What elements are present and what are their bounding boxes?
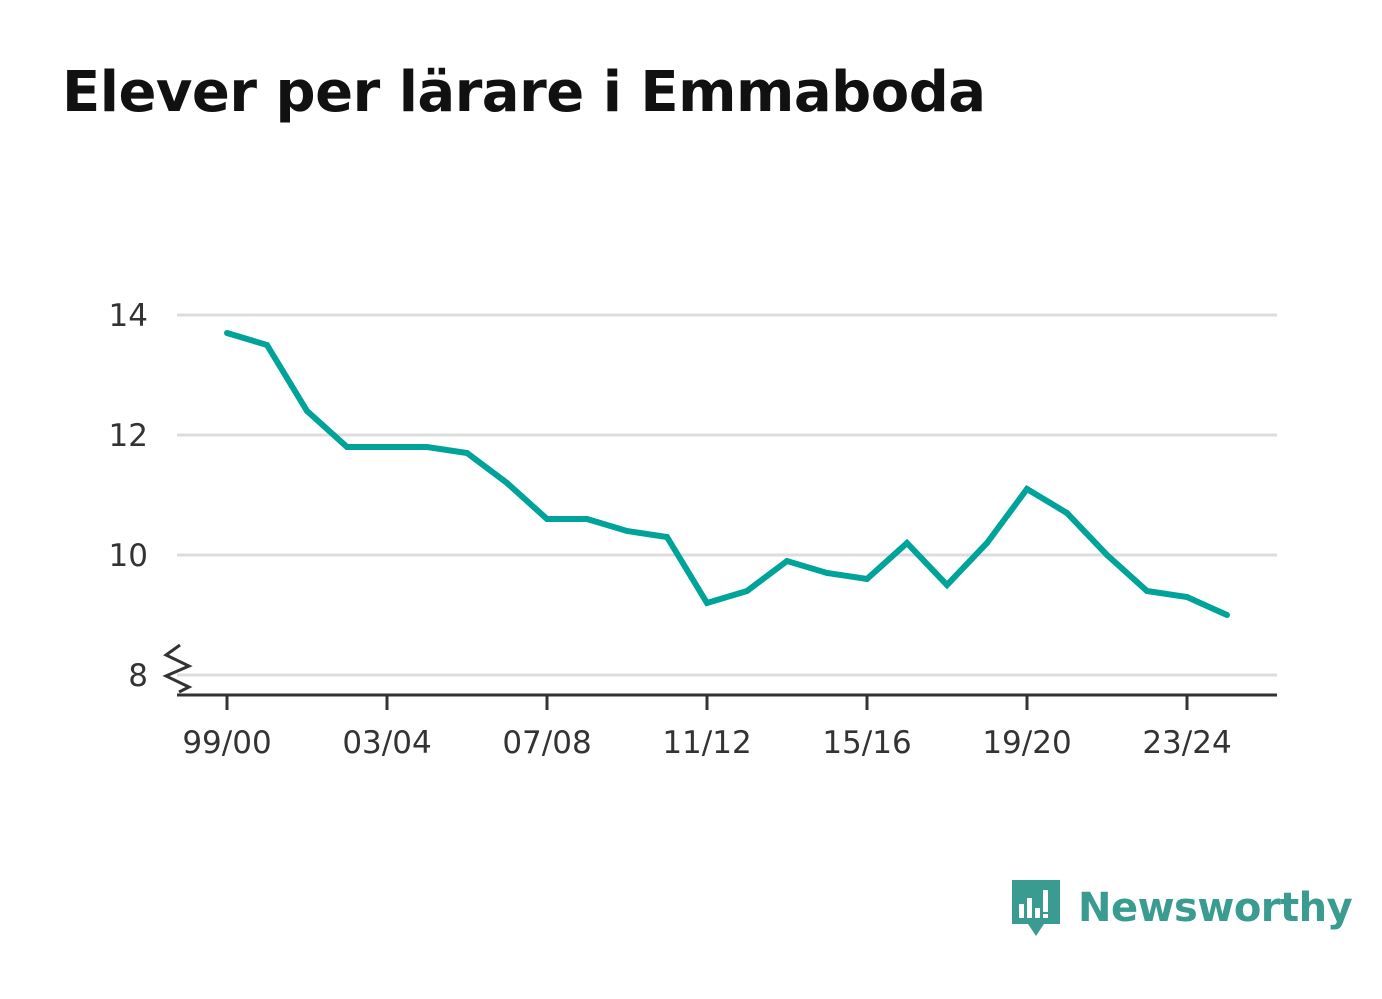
data-point <box>784 558 790 564</box>
data-point <box>584 516 590 522</box>
y-tick-label: 12 <box>109 418 148 454</box>
data-point <box>1144 588 1150 594</box>
data-point <box>984 540 990 546</box>
x-axis-labels: 99/00 03/04 07/08 11/12 15/16 19/20 23/24 <box>182 725 1231 761</box>
data-point <box>464 450 470 456</box>
data-point <box>704 600 710 606</box>
x-axis <box>162 643 1277 710</box>
series-line <box>226 330 1229 618</box>
y-tick-label: 8 <box>128 658 148 694</box>
gridlines <box>177 313 1277 677</box>
y-tick-label: 10 <box>109 538 148 574</box>
data-point <box>504 480 510 486</box>
y-tick-label: 14 <box>109 298 148 334</box>
data-point <box>904 540 910 546</box>
x-tick-label: 03/04 <box>342 725 431 761</box>
data-point <box>824 570 830 576</box>
brand-name: Newsworthy <box>1078 885 1353 931</box>
data-point <box>304 408 310 414</box>
data-point <box>1104 552 1110 558</box>
data-point <box>664 534 670 540</box>
x-tick-label: 15/16 <box>822 725 911 761</box>
data-point <box>264 342 270 348</box>
x-tick-label: 99/00 <box>182 725 271 761</box>
data-point <box>864 576 870 582</box>
x-tick-label: 23/24 <box>1142 725 1231 761</box>
data-point <box>744 588 750 594</box>
x-tick-label: 11/12 <box>662 725 751 761</box>
data-point <box>344 444 350 450</box>
data-point <box>624 528 630 534</box>
newsworthy-logo: Newsworthy <box>1010 878 1353 938</box>
data-point <box>384 444 390 450</box>
data-point <box>544 516 550 522</box>
data-point <box>1184 594 1190 600</box>
x-tick-label: 07/08 <box>502 725 591 761</box>
y-axis-break-icon <box>162 643 193 694</box>
data-point <box>424 444 430 450</box>
newsworthy-chart-bubble-icon <box>1012 880 1060 936</box>
y-axis-labels: 8 10 12 14 <box>109 298 148 694</box>
data-point <box>1064 510 1070 516</box>
data-point <box>1024 486 1030 492</box>
x-tick-label: 19/20 <box>982 725 1071 761</box>
data-point <box>224 330 230 336</box>
data-point <box>944 582 950 588</box>
chart-title: Elever per lärare i Emmaboda <box>62 60 986 125</box>
data-point <box>1224 612 1230 618</box>
series-layer <box>224 330 1230 618</box>
